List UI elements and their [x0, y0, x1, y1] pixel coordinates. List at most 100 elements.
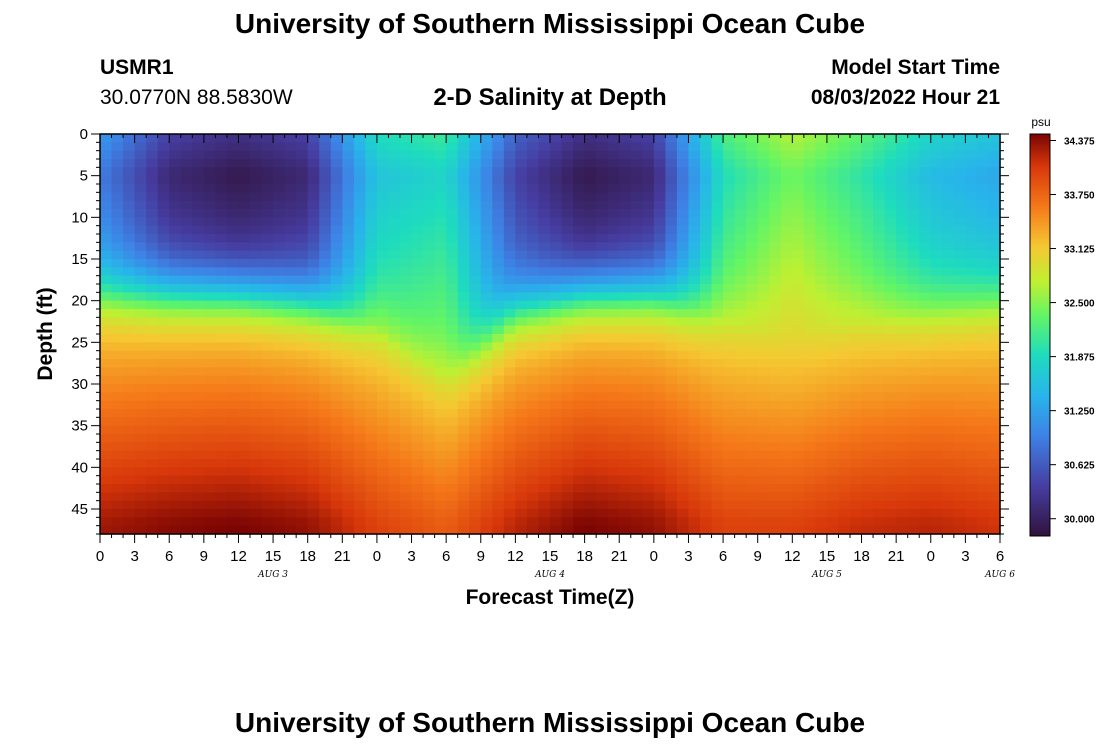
- colorbar-tick-label: 31.250: [1064, 407, 1095, 418]
- heatmap-cell: [700, 192, 713, 202]
- heatmap-cell: [642, 317, 655, 327]
- heatmap-cell: [826, 259, 840, 268]
- heatmap-cell: [146, 459, 159, 468]
- heatmap-cell: [573, 434, 586, 443]
- heatmap-cell: [953, 484, 966, 493]
- heatmap-cell: [607, 442, 620, 452]
- heatmap-cell: [319, 359, 332, 368]
- heatmap-cell: [919, 325, 932, 335]
- heatmap-cell: [446, 259, 459, 268]
- heatmap-cell: [400, 284, 413, 293]
- heatmap-cell: [434, 375, 447, 385]
- heatmap-cell: [400, 150, 413, 160]
- heatmap-cell: [330, 367, 343, 377]
- heatmap-cell: [457, 284, 470, 293]
- heatmap-cell: [826, 192, 840, 202]
- heatmap-cell: [215, 350, 228, 360]
- heatmap-cell: [215, 442, 228, 452]
- heatmap-cell: [192, 200, 205, 210]
- heatmap-cell: [284, 509, 297, 518]
- heatmap-cell: [503, 442, 516, 452]
- heatmap-cell: [538, 467, 551, 477]
- heatmap-cell: [388, 525, 401, 535]
- heatmap-cell: [573, 400, 586, 410]
- heatmap-cell: [469, 192, 482, 202]
- heatmap-cell: [630, 450, 643, 460]
- heatmap-cell: [111, 375, 124, 385]
- heatmap-cell: [630, 409, 643, 418]
- heatmap-cell: [942, 475, 955, 485]
- heatmap-cell: [757, 492, 770, 502]
- heatmap-cell: [434, 217, 447, 227]
- heatmap-cell: [411, 450, 424, 460]
- heatmap-cell: [665, 342, 678, 352]
- heatmap-cell: [169, 292, 182, 302]
- heatmap-cell: [815, 409, 828, 418]
- heatmap-cell: [353, 184, 366, 193]
- heatmap-cell: [734, 392, 747, 402]
- heatmap-cell: [619, 167, 632, 177]
- heatmap-cell: [169, 309, 182, 318]
- heatmap-cell: [353, 300, 366, 310]
- heatmap-cell: [988, 217, 1001, 227]
- heatmap-cell: [596, 159, 609, 168]
- heatmap-cell: [100, 392, 113, 402]
- heatmap-cell: [838, 142, 851, 152]
- heatmap-cell: [411, 492, 424, 502]
- heatmap-cell: [169, 150, 182, 160]
- heatmap-cell: [503, 300, 516, 310]
- heatmap-cell: [930, 400, 943, 410]
- heatmap-cell: [769, 209, 782, 218]
- heatmap-cell: [988, 267, 1001, 277]
- heatmap-cell: [515, 367, 528, 377]
- heatmap-cell: [180, 342, 193, 352]
- heatmap-cell: [284, 525, 297, 535]
- heatmap-cell: [169, 459, 182, 468]
- heatmap-cell: [215, 292, 228, 302]
- heatmap-cell: [388, 309, 401, 318]
- heatmap-cell: [457, 334, 470, 343]
- heatmap-cell: [815, 175, 828, 185]
- heatmap-cell: [111, 275, 124, 285]
- heatmap-cell: [411, 325, 424, 335]
- heatmap-cell: [573, 484, 586, 493]
- heatmap-cell: [238, 384, 251, 393]
- heatmap-cell: [584, 159, 597, 168]
- heatmap-cell: [896, 475, 909, 485]
- heatmap-cell: [330, 150, 343, 160]
- y-tick-label: 25: [71, 334, 88, 351]
- heatmap-cell: [965, 209, 978, 218]
- heatmap-cell: [411, 334, 424, 343]
- heatmap-cell: [850, 309, 863, 318]
- heatmap-cell: [734, 384, 747, 393]
- heatmap-cell: [123, 267, 136, 277]
- heatmap-cell: [884, 417, 897, 427]
- heatmap-cell: [284, 242, 297, 252]
- heatmap-cell: [492, 192, 505, 202]
- heatmap-cell: [769, 242, 782, 252]
- heatmap-cell: [353, 309, 366, 318]
- heatmap-cell: [723, 492, 736, 502]
- heatmap-cell: [838, 209, 851, 218]
- heatmap-cell: [284, 217, 297, 227]
- heatmap-cell: [665, 467, 678, 477]
- heatmap-cell: [307, 467, 320, 477]
- heatmap-cell: [630, 367, 643, 377]
- heatmap-cell: [596, 492, 609, 502]
- heatmap-cell: [700, 275, 713, 285]
- heatmap-cell: [550, 150, 563, 160]
- heatmap-cell: [469, 175, 482, 185]
- heatmap-cell: [642, 450, 655, 460]
- heatmap-cell: [919, 234, 932, 243]
- heatmap-cell: [734, 300, 747, 310]
- heatmap-cell: [192, 425, 205, 435]
- heatmap-cell: [584, 450, 597, 460]
- heatmap-cell: [538, 175, 551, 185]
- heatmap-cell: [284, 150, 297, 160]
- x-day-label: AUG 6: [984, 570, 1015, 580]
- heatmap-cell: [365, 234, 378, 243]
- heatmap-cell: [307, 392, 320, 402]
- heatmap-cell: [250, 484, 263, 493]
- heatmap-cell: [492, 284, 505, 293]
- heatmap-cell: [100, 417, 113, 427]
